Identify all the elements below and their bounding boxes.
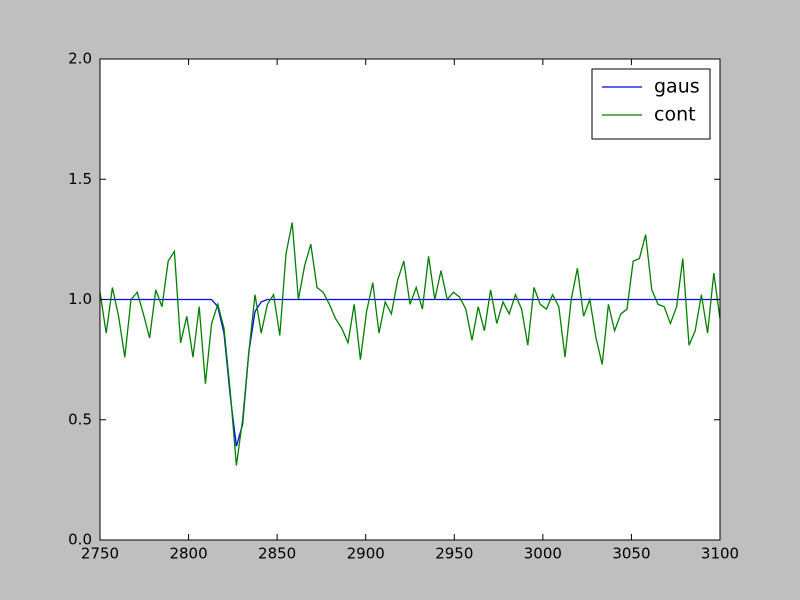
x-tick-label: 2850 — [258, 545, 296, 563]
legend-label: gaus — [654, 76, 700, 98]
legend-box — [591, 68, 711, 140]
x-tick-label: 2950 — [435, 545, 473, 563]
y-tick-label: 0.5 — [68, 410, 92, 428]
x-tick-label: 3050 — [612, 545, 650, 563]
legend-label: cont — [654, 104, 696, 126]
x-tick-label: 2750 — [81, 545, 119, 563]
x-tick-label: 3000 — [524, 545, 562, 563]
y-tick-label: 0.0 — [68, 531, 92, 549]
x-tick-label: 2800 — [169, 545, 207, 563]
x-tick-label: 3100 — [701, 545, 739, 563]
y-tick-label: 1.5 — [68, 170, 92, 188]
x-tick-label: 2900 — [347, 545, 385, 563]
series-line — [99, 222, 721, 466]
y-tick-label: 1.0 — [68, 290, 92, 308]
series-line — [100, 298, 720, 447]
y-tick-label: 2.0 — [68, 50, 92, 68]
